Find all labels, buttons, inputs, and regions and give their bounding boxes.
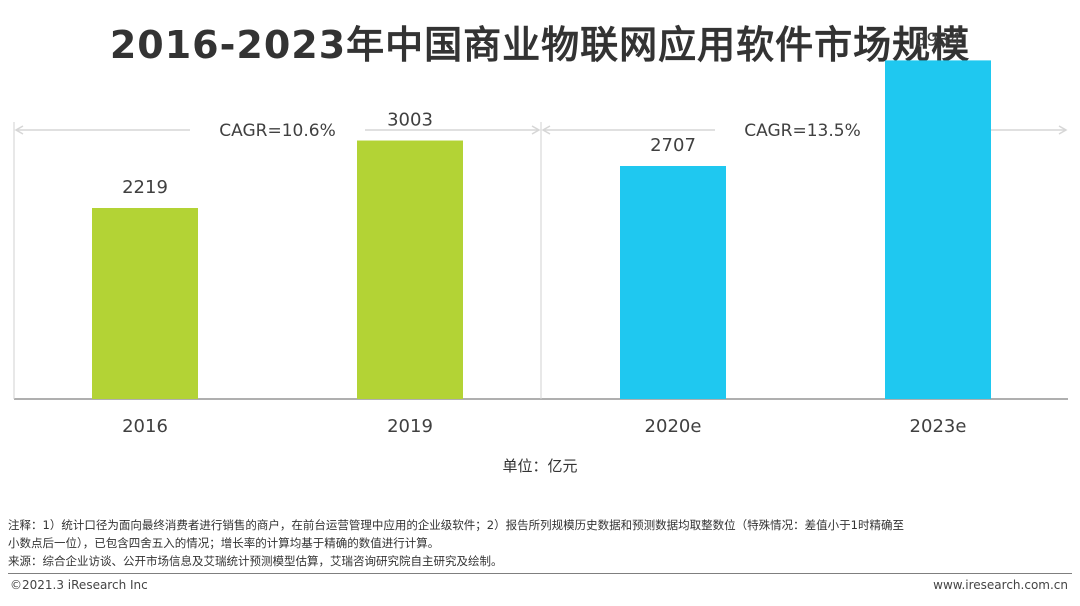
cagr-arrowhead-right — [1058, 125, 1068, 135]
category-label-2019: 2019 — [387, 416, 433, 437]
copyright-text: ©2021.3 iResearch Inc — [10, 578, 148, 592]
note-line-2: 小数点后一位），已包含四舍五入的情况；增长率的计算均基于精确的数值进行计算。 — [8, 536, 440, 550]
value-label-2023e: 3934 — [915, 29, 961, 50]
unit-label: 单位：亿元 — [502, 457, 578, 475]
note-line-1: 注释：1）统计口径为面向最终消费者进行销售的商户，在前台运营管理中应用的企业级软… — [8, 518, 904, 532]
bar-2023e — [885, 60, 991, 400]
bar-2016 — [92, 208, 198, 399]
category-label-2020e: 2020e — [645, 416, 702, 437]
source-note: 来源：综合企业访谈、公开市场信息及艾瑞统计预测模型估算，艾瑞咨询研究院自主研究及… — [8, 554, 503, 568]
bar-2020e — [620, 166, 726, 399]
bar-2019 — [357, 140, 463, 400]
value-label-2020e: 2707 — [650, 135, 696, 156]
cagr-arrowhead-left — [14, 125, 24, 135]
cagr-label: CAGR=10.6% — [219, 121, 335, 141]
bar-chart: CAGR=10.6% CAGR=13.5% 2219 2016 3003 2019 2707… — [13, 29, 1068, 437]
website-text: www.iresearch.com.cn — [933, 578, 1068, 592]
value-label-2016: 2219 — [122, 177, 168, 198]
chart-title: 2016-2023年中国商业物联网应用软件市场规模 — [109, 23, 971, 67]
cagr-label: CAGR=13.5% — [744, 121, 860, 141]
category-label-2016: 2016 — [122, 416, 168, 437]
notes-block: 注释：1）统计口径为面向最终消费者进行销售的商户，在前台运营管理中应用的企业级软… — [8, 516, 1072, 570]
value-label-2019: 3003 — [387, 110, 433, 131]
category-label-2023e: 2023e — [910, 416, 967, 437]
cagr-arrowhead-left — [541, 125, 551, 135]
footer-divider — [8, 573, 1072, 574]
cagr-arrowhead-right — [531, 125, 541, 135]
